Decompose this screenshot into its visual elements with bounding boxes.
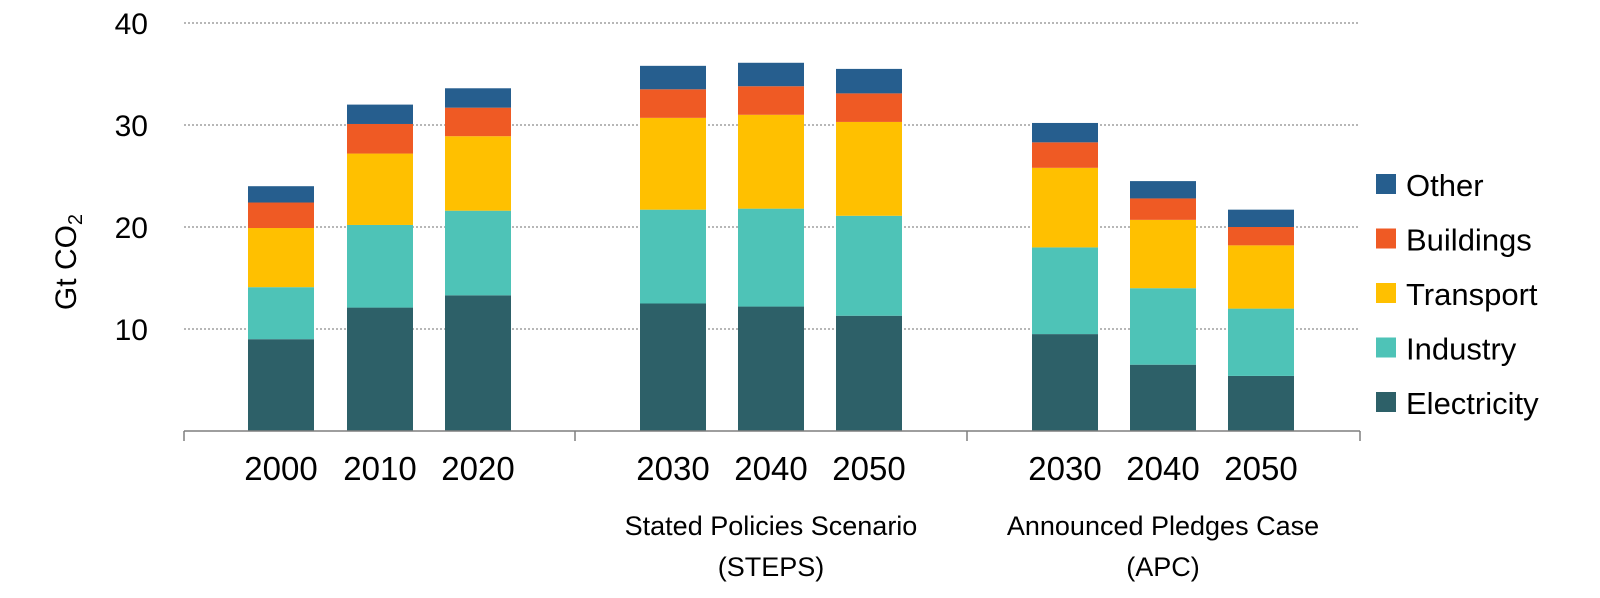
y-axis-title: Gt CO2 xyxy=(50,214,87,310)
bar-segment-other xyxy=(1032,122,1098,143)
legend-swatch xyxy=(1376,392,1396,412)
bar-segment-electricity xyxy=(1228,375,1294,431)
bar-stack xyxy=(1228,209,1294,431)
x-category-label: 2040 xyxy=(734,450,807,487)
legend-label: Transport xyxy=(1406,277,1538,312)
bar-stack xyxy=(445,88,511,431)
x-category-label: 2020 xyxy=(441,450,514,487)
legend-item-buildings: Buildings xyxy=(1376,223,1532,258)
legend-swatch xyxy=(1376,283,1396,303)
bar-stack xyxy=(347,104,413,431)
bar-segment-electricity xyxy=(1032,334,1098,431)
bar-segment-buildings xyxy=(1130,198,1196,220)
x-category-label: 2030 xyxy=(636,450,709,487)
bar-segment-buildings xyxy=(1228,227,1294,246)
legend-item-electricity: Electricity xyxy=(1376,386,1539,421)
bar-segment-other xyxy=(445,88,511,108)
x-category-label: 2050 xyxy=(832,450,905,487)
bar-segment-industry xyxy=(640,209,706,304)
bar-segment-other xyxy=(347,104,413,124)
bar-segment-transport xyxy=(738,114,804,209)
bar-segment-transport xyxy=(445,136,511,211)
bar-segment-industry xyxy=(1130,288,1196,365)
y-tick-label: 10 xyxy=(115,314,148,347)
bar-segment-buildings xyxy=(347,123,413,154)
bars xyxy=(248,62,1294,431)
legend-label: Other xyxy=(1406,168,1484,203)
legend-item-transport: Transport xyxy=(1376,277,1538,312)
bar-segment-transport xyxy=(248,228,314,288)
bar-segment-electricity xyxy=(445,295,511,431)
bar-segment-electricity xyxy=(640,303,706,431)
x-category-label: 2040 xyxy=(1126,450,1199,487)
bar-segment-other xyxy=(1130,181,1196,199)
x-group-label: (STEPS) xyxy=(718,552,825,582)
x-group-label: Announced Pledges Case xyxy=(1007,511,1319,541)
bar-segment-industry xyxy=(347,224,413,308)
bar-segment-other xyxy=(738,62,804,87)
legend-label: Electricity xyxy=(1406,386,1539,421)
legend-swatch xyxy=(1376,228,1396,249)
bar-segment-other xyxy=(248,186,314,203)
bar-segment-buildings xyxy=(248,202,314,229)
bar-segment-transport xyxy=(836,121,902,216)
x-group-label: Stated Policies Scenario xyxy=(625,511,918,541)
bar-segment-transport xyxy=(1228,245,1294,309)
bar-segment-buildings xyxy=(445,107,511,137)
bar-segment-buildings xyxy=(640,89,706,118)
bar-segment-electricity xyxy=(738,306,804,431)
x-category-label: 2010 xyxy=(343,450,416,487)
bar-segment-industry xyxy=(738,208,804,307)
bar-segment-industry xyxy=(836,215,902,316)
legend-item-industry: Industry xyxy=(1376,332,1517,367)
bar-segment-electricity xyxy=(836,315,902,431)
bar-segment-electricity xyxy=(1130,364,1196,431)
y-tick-label: 40 xyxy=(115,8,148,41)
x-axis-group-labels: Stated Policies Scenario (STEPS) Announced… xyxy=(625,511,1319,582)
bar-stack xyxy=(248,186,314,431)
bar-segment-transport xyxy=(347,153,413,225)
y-tick-label: 30 xyxy=(115,110,148,143)
bar-stack xyxy=(738,62,804,431)
bar-segment-buildings xyxy=(1032,142,1098,168)
legend-item-other: Other xyxy=(1376,168,1484,203)
bar-segment-other xyxy=(640,65,706,90)
bar-stack xyxy=(1032,122,1098,431)
x-axis-category-labels: 2000 2010 2020 2030 2040 2050 2030 2040 2050 xyxy=(244,450,1297,487)
bar-stack xyxy=(1130,181,1196,431)
bar-segment-other xyxy=(1228,209,1294,227)
bar-segment-electricity xyxy=(347,307,413,431)
bar-stack xyxy=(640,65,706,431)
bar-segment-industry xyxy=(1032,247,1098,335)
y-axis-tick-labels: 10 20 30 40 xyxy=(115,8,148,347)
x-category-label: 2030 xyxy=(1028,450,1101,487)
bar-segment-buildings xyxy=(738,86,804,115)
x-category-label: 2050 xyxy=(1224,450,1297,487)
legend-label: Buildings xyxy=(1406,223,1532,258)
bar-segment-industry xyxy=(248,287,314,340)
y-tick-label: 20 xyxy=(115,212,148,245)
x-axis xyxy=(183,430,1361,441)
legend: Other Buildings Transport Industry Electrici… xyxy=(1376,168,1539,421)
legend-swatch xyxy=(1376,174,1396,194)
bar-segment-industry xyxy=(445,210,511,296)
bar-segment-industry xyxy=(1228,308,1294,376)
bar-segment-transport xyxy=(640,117,706,210)
legend-label: Industry xyxy=(1406,332,1517,367)
bar-stack xyxy=(836,68,902,431)
bar-segment-other xyxy=(836,68,902,94)
bar-segment-transport xyxy=(1032,167,1098,248)
x-category-label: 2000 xyxy=(244,450,317,487)
x-group-label: (APC) xyxy=(1126,552,1200,582)
bar-segment-transport xyxy=(1130,219,1196,289)
legend-swatch xyxy=(1376,337,1396,358)
bar-segment-buildings xyxy=(836,93,902,122)
bar-segment-electricity xyxy=(248,339,314,431)
